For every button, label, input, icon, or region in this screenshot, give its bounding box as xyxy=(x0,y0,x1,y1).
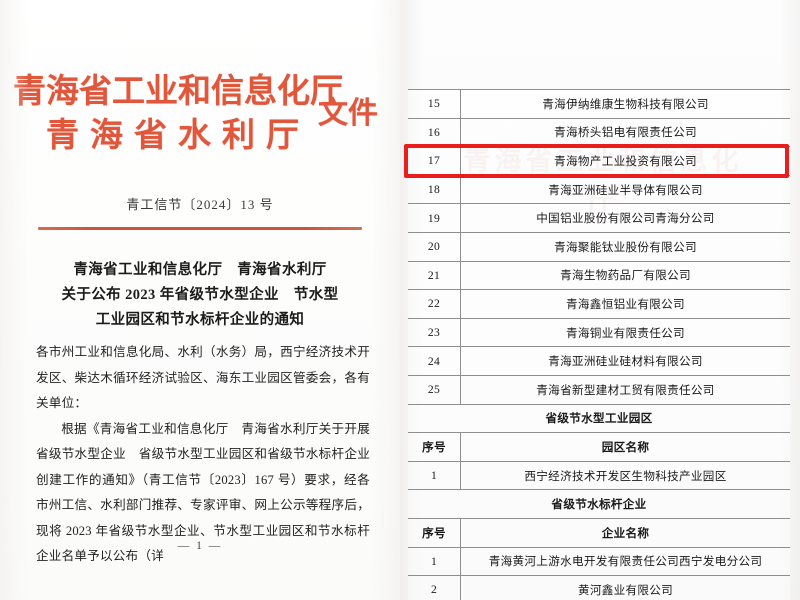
document-title-line-1: 青海省工业和信息化厅 青海省水利厅 xyxy=(73,262,327,278)
table-section-header-row: 省级节水型工业园区 xyxy=(408,404,790,434)
table-cell-number: 19 xyxy=(408,203,461,233)
table-row[interactable]: 22 青海鑫恒铝业有限公司 xyxy=(408,289,790,319)
table-cell-enterprise-name: 青海省新型建材工贸有限责任公司 xyxy=(460,375,790,405)
table-row[interactable]: 24 青海亚洲硅业硅材料有限公司 xyxy=(408,346,790,376)
table-row[interactable]: 16 青海桥头铝电有限责任公司 xyxy=(408,118,790,148)
table-row[interactable]: 2 黄河鑫业有限公司 xyxy=(408,575,790,600)
letterhead-line-1: 青海省工业和信息化厅 xyxy=(13,74,343,110)
table-cell-enterprise-name: 青海亚洲硅业硅材料有限公司 xyxy=(460,346,790,376)
table-cell-enterprise-name: 青海生物药品厂有限公司 xyxy=(460,261,790,291)
table-cell-enterprise-name: 青海黄河上游水电开发有限责任公司西宁发电分公司 xyxy=(460,547,790,577)
table-cell-number: 23 xyxy=(408,318,461,348)
enterprise-table: 15 青海伊纳维康生物科技有限公司 16 青海桥头铝电有限责任公司 17 青海物产工业投资… xyxy=(408,89,790,600)
page-number: — 1 — xyxy=(177,540,223,552)
letterhead: 青海省工业和信息化厅 青海省水利厅 文件 xyxy=(0,62,400,187)
table-row[interactable]: 19 中国铝业股份有限公司青海分公司 xyxy=(408,203,790,233)
enterprise-table-wrapper: 15 青海伊纳维康生物科技有限公司 16 青海桥头铝电有限责任公司 17 青海物产工业投资… xyxy=(408,89,790,600)
document-title-line-2: 关于公布 2023 年省级节水型企业 节水型 xyxy=(61,287,339,303)
table-section-header-row: 省级节水标杆企业 xyxy=(408,489,790,519)
official-document-page: 青海省工业和信息化厅 青海省水利厅 文件 青工信节〔2024〕13 号 青海省工… xyxy=(0,0,400,600)
document-body: 各市州工业和信息化局、水利（水务）局，西宁经济技术开发区、柴达木循环经济试验区、… xyxy=(36,340,370,570)
table-cell-number: 1 xyxy=(408,461,461,491)
table-section-title: 省级节水型工业园区 xyxy=(408,404,790,434)
table-row[interactable]: 23 青海铜业有限责任公司 xyxy=(408,318,790,348)
table-row[interactable]: 21 青海生物药品厂有限公司 xyxy=(408,261,790,291)
table-column-header-row: 序号 园区名称 xyxy=(408,432,790,462)
letterhead-document-badge: 文件 xyxy=(318,97,378,130)
document-number: 青工信节〔2024〕13 号 xyxy=(126,197,274,212)
table-cell-enterprise-name: 青海物产工业投资有限公司 xyxy=(460,146,790,176)
table-cell-number: 15 xyxy=(408,89,461,119)
table-column-header-row: 序号 企业名称 xyxy=(408,518,790,548)
letterhead-line-2: 青海省水利厅 xyxy=(46,118,310,154)
table-cell-enterprise-name: 青海亚洲硅业半导体有限公司 xyxy=(460,175,790,205)
table-row[interactable]: 25 青海省新型建材工贸有限责任公司 xyxy=(408,375,790,405)
table-cell-enterprise-name: 中国铝业股份有限公司青海分公司 xyxy=(460,203,790,233)
table-cell-number: 24 xyxy=(408,346,461,376)
table-cell-number: 21 xyxy=(408,261,461,291)
table-row[interactable]: 1 西宁经济技术开发区生物科技产业园区 xyxy=(408,461,790,491)
document-body-paragraph-1: 各市州工业和信息化局、水利（水务）局，西宁经济技术开发区、柴达木循环经济试验区、… xyxy=(36,345,370,410)
table-section-title: 省级节水标杆企业 xyxy=(408,489,790,519)
table-cell-number: 2 xyxy=(408,575,461,600)
table-cell-enterprise-name: 黄河鑫业有限公司 xyxy=(460,575,790,600)
table-cell-enterprise-name: 青海聚能钛业股份有限公司 xyxy=(460,232,790,262)
table-cell-enterprise-name: 青海伊纳维康生物科技有限公司 xyxy=(460,89,790,119)
table-cell-number: 16 xyxy=(408,118,461,148)
table-row[interactable]: 17 青海物产工业投资有限公司 xyxy=(408,146,790,176)
table-cell-number: 22 xyxy=(408,289,461,319)
table-cell-number: 25 xyxy=(408,375,461,405)
table-cell-enterprise-name: 青海桥头铝电有限责任公司 xyxy=(460,118,790,148)
table-row[interactable]: 18 青海亚洲硅业半导体有限公司 xyxy=(408,175,790,205)
table-cell-number: 17 xyxy=(408,146,461,176)
table-row[interactable]: 15 青海伊纳维康生物科技有限公司 xyxy=(408,89,790,119)
letterhead-red-rule xyxy=(38,227,362,230)
document-title: 青海省工业和信息化厅 青海省水利厅 关于公布 2023 年省级节水型企业 节水型… xyxy=(38,258,362,333)
table-row[interactable]: 20 青海聚能钛业股份有限公司 xyxy=(408,232,790,262)
table-cell-number: 1 xyxy=(408,547,461,577)
column-header-name: 园区名称 xyxy=(460,432,790,462)
document-title-line-3: 工业园区和节水标杆企业的通知 xyxy=(95,312,305,328)
table-row[interactable]: 1 青海黄河上游水电开发有限责任公司西宁发电分公司 xyxy=(408,547,790,577)
scanned-table-page: 青海省工业和信息化厅 15 青海伊纳维康生物科技有限公司 16 青海桥头铝电有限责任公… xyxy=(400,0,800,600)
column-header-name: 企业名称 xyxy=(460,518,790,548)
table-cell-number: 20 xyxy=(408,232,461,262)
table-cell-enterprise-name: 青海铜业有限责任公司 xyxy=(460,318,790,348)
table-cell-enterprise-name: 青海鑫恒铝业有限公司 xyxy=(460,289,790,319)
table-cell-number: 18 xyxy=(408,175,461,205)
column-header-number: 序号 xyxy=(408,518,461,548)
document-body-paragraph-2: 根据《青海省工业和信息化厅 青海省水利厅关于开展省级节水型企业 省级节水型工业园… xyxy=(36,421,370,564)
column-header-number: 序号 xyxy=(408,432,461,462)
table-cell-park-name: 西宁经济技术开发区生物科技产业园区 xyxy=(460,461,790,491)
